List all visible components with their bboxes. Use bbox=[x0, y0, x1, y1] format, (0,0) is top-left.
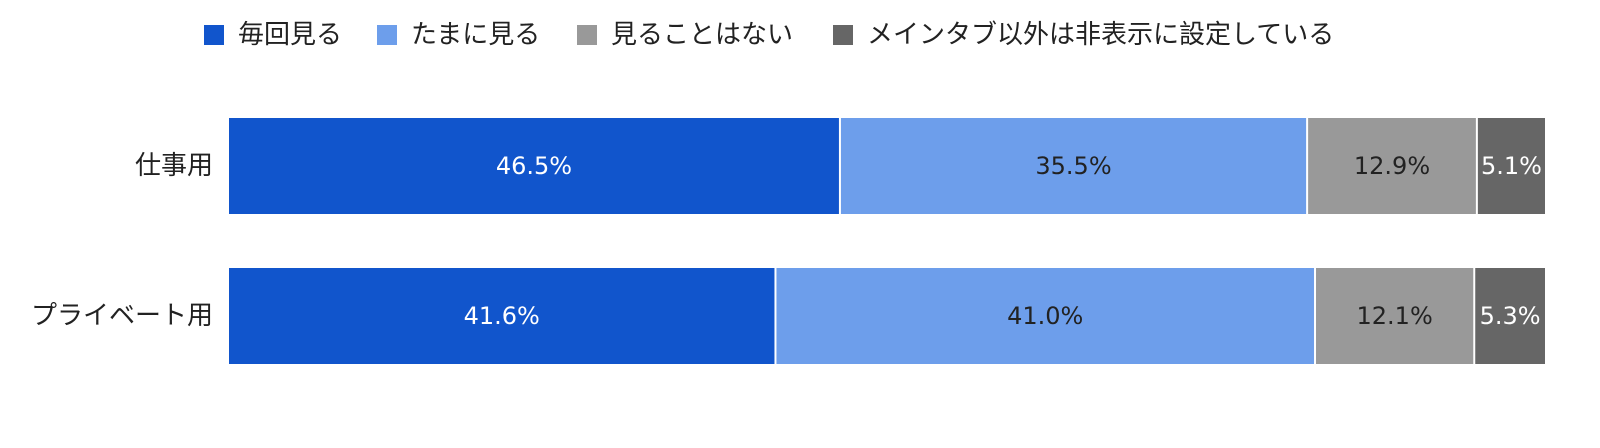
bar-segment-c2-s3 bbox=[1316, 268, 1474, 364]
category-label-1: 仕事用 bbox=[135, 151, 213, 181]
legend-label-3: 見ることはない bbox=[611, 20, 793, 50]
legend: 毎回見る たまに見る 見ることはない メインタブ以外は非表示に設定している bbox=[204, 20, 1334, 50]
data-label-c1-s1: 46.5% bbox=[496, 152, 572, 180]
category-label-2: プライベート用 bbox=[31, 301, 213, 331]
data-label-c2-s4: 5.3% bbox=[1480, 302, 1541, 330]
bar-segment-c2-s1 bbox=[229, 268, 775, 364]
bar-segment-c1-s3 bbox=[1308, 118, 1476, 214]
bar-segment-c1-s2 bbox=[840, 118, 1307, 214]
bar-segment-c2-s2 bbox=[776, 268, 1315, 364]
bars bbox=[229, 118, 1545, 364]
legend-swatch-4 bbox=[833, 25, 853, 45]
bar-segment-c1-s1 bbox=[229, 118, 839, 214]
legend-label-1: 毎回見る bbox=[238, 20, 342, 50]
legend-swatch-3 bbox=[577, 25, 597, 45]
legend-swatch-2 bbox=[377, 25, 397, 45]
legend-swatch-1 bbox=[204, 25, 224, 45]
data-label-c2-s2: 41.0% bbox=[1007, 302, 1083, 330]
data-label-c1-s4: 5.1% bbox=[1481, 152, 1542, 180]
legend-label-4: メインタブ以外は非表示に設定している bbox=[867, 20, 1334, 50]
data-label-c2-s1: 41.6% bbox=[464, 302, 540, 330]
data-labels: 46.5% 35.5% 12.9% 5.1% 41.6% 41.0% 12.1% 5.3% bbox=[464, 152, 1542, 330]
data-label-c2-s3: 12.1% bbox=[1357, 302, 1433, 330]
legend-label-2: たまに見る bbox=[411, 20, 540, 50]
bar-segment-c1-s4 bbox=[1477, 118, 1545, 214]
data-label-c1-s2: 35.5% bbox=[1035, 152, 1111, 180]
bar-segment-c2-s4 bbox=[1475, 268, 1545, 364]
data-label-c1-s3: 12.9% bbox=[1354, 152, 1430, 180]
